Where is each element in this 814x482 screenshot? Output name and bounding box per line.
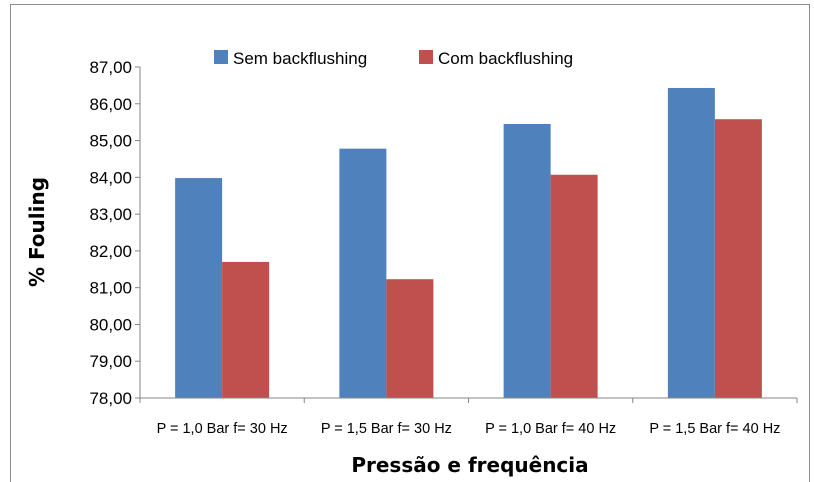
bar-sem-backflushing-2: [339, 148, 387, 398]
bar-com-backflushing-2: [386, 279, 434, 398]
legend-label-com-backflushing: Com backflushing: [438, 49, 573, 68]
y-tick-label: 81,00: [89, 279, 132, 298]
y-tick-label: 79,00: [89, 352, 132, 371]
legend: Sem backflushing Com backflushing: [214, 49, 573, 68]
y-tick-label: 82,00: [89, 242, 132, 261]
y-tick-label: 86,00: [89, 95, 132, 114]
y-tick-label: 78,00: [89, 389, 132, 408]
legend-swatch-sem-backflushing: [214, 50, 228, 64]
x-category-label: P = 1,0 Bar f= 30 Hz: [157, 421, 288, 437]
y-axis-tick-marks: [135, 66, 140, 399]
bar-sem-backflushing-3: [503, 124, 551, 398]
bar-com-backflushing-1: [222, 261, 270, 398]
bar-sem-backflushing-1: [175, 178, 223, 398]
x-axis-category-labels: P = 1,0 Bar f= 30 Hz P = 1,5 Bar f= 30 Hz…: [157, 421, 781, 437]
bar-com-backflushing-3: [550, 174, 598, 398]
y-tick-label: 87,00: [89, 58, 132, 77]
x-axis-title: Pressão e frequência: [351, 453, 588, 477]
legend-label-sem-backflushing: Sem backflushing: [233, 49, 367, 68]
y-tick-label: 85,00: [89, 132, 132, 151]
y-axis-tick-labels: 78,00 79,00 80,00 81,00 82,00 83,00 84,00 85,00…: [89, 58, 132, 408]
bars: [175, 87, 762, 399]
y-axis-title: % Fouling: [25, 177, 49, 287]
x-category-label: P = 1,5 Bar f= 40 Hz: [649, 421, 780, 437]
x-category-label: P = 1,0 Bar f= 40 Hz: [485, 421, 616, 437]
y-tick-label: 84,00: [89, 168, 132, 187]
x-category-label: P = 1,5 Bar f= 30 Hz: [321, 421, 452, 437]
bar-sem-backflushing-4: [667, 87, 715, 399]
legend-swatch-com-backflushing: [419, 50, 433, 64]
bar-com-backflushing-4: [714, 119, 762, 399]
y-tick-label: 83,00: [89, 205, 132, 224]
chart-frame: [10, 4, 810, 482]
x-axis-tick-marks: [139, 398, 798, 403]
y-tick-label: 80,00: [89, 315, 132, 334]
